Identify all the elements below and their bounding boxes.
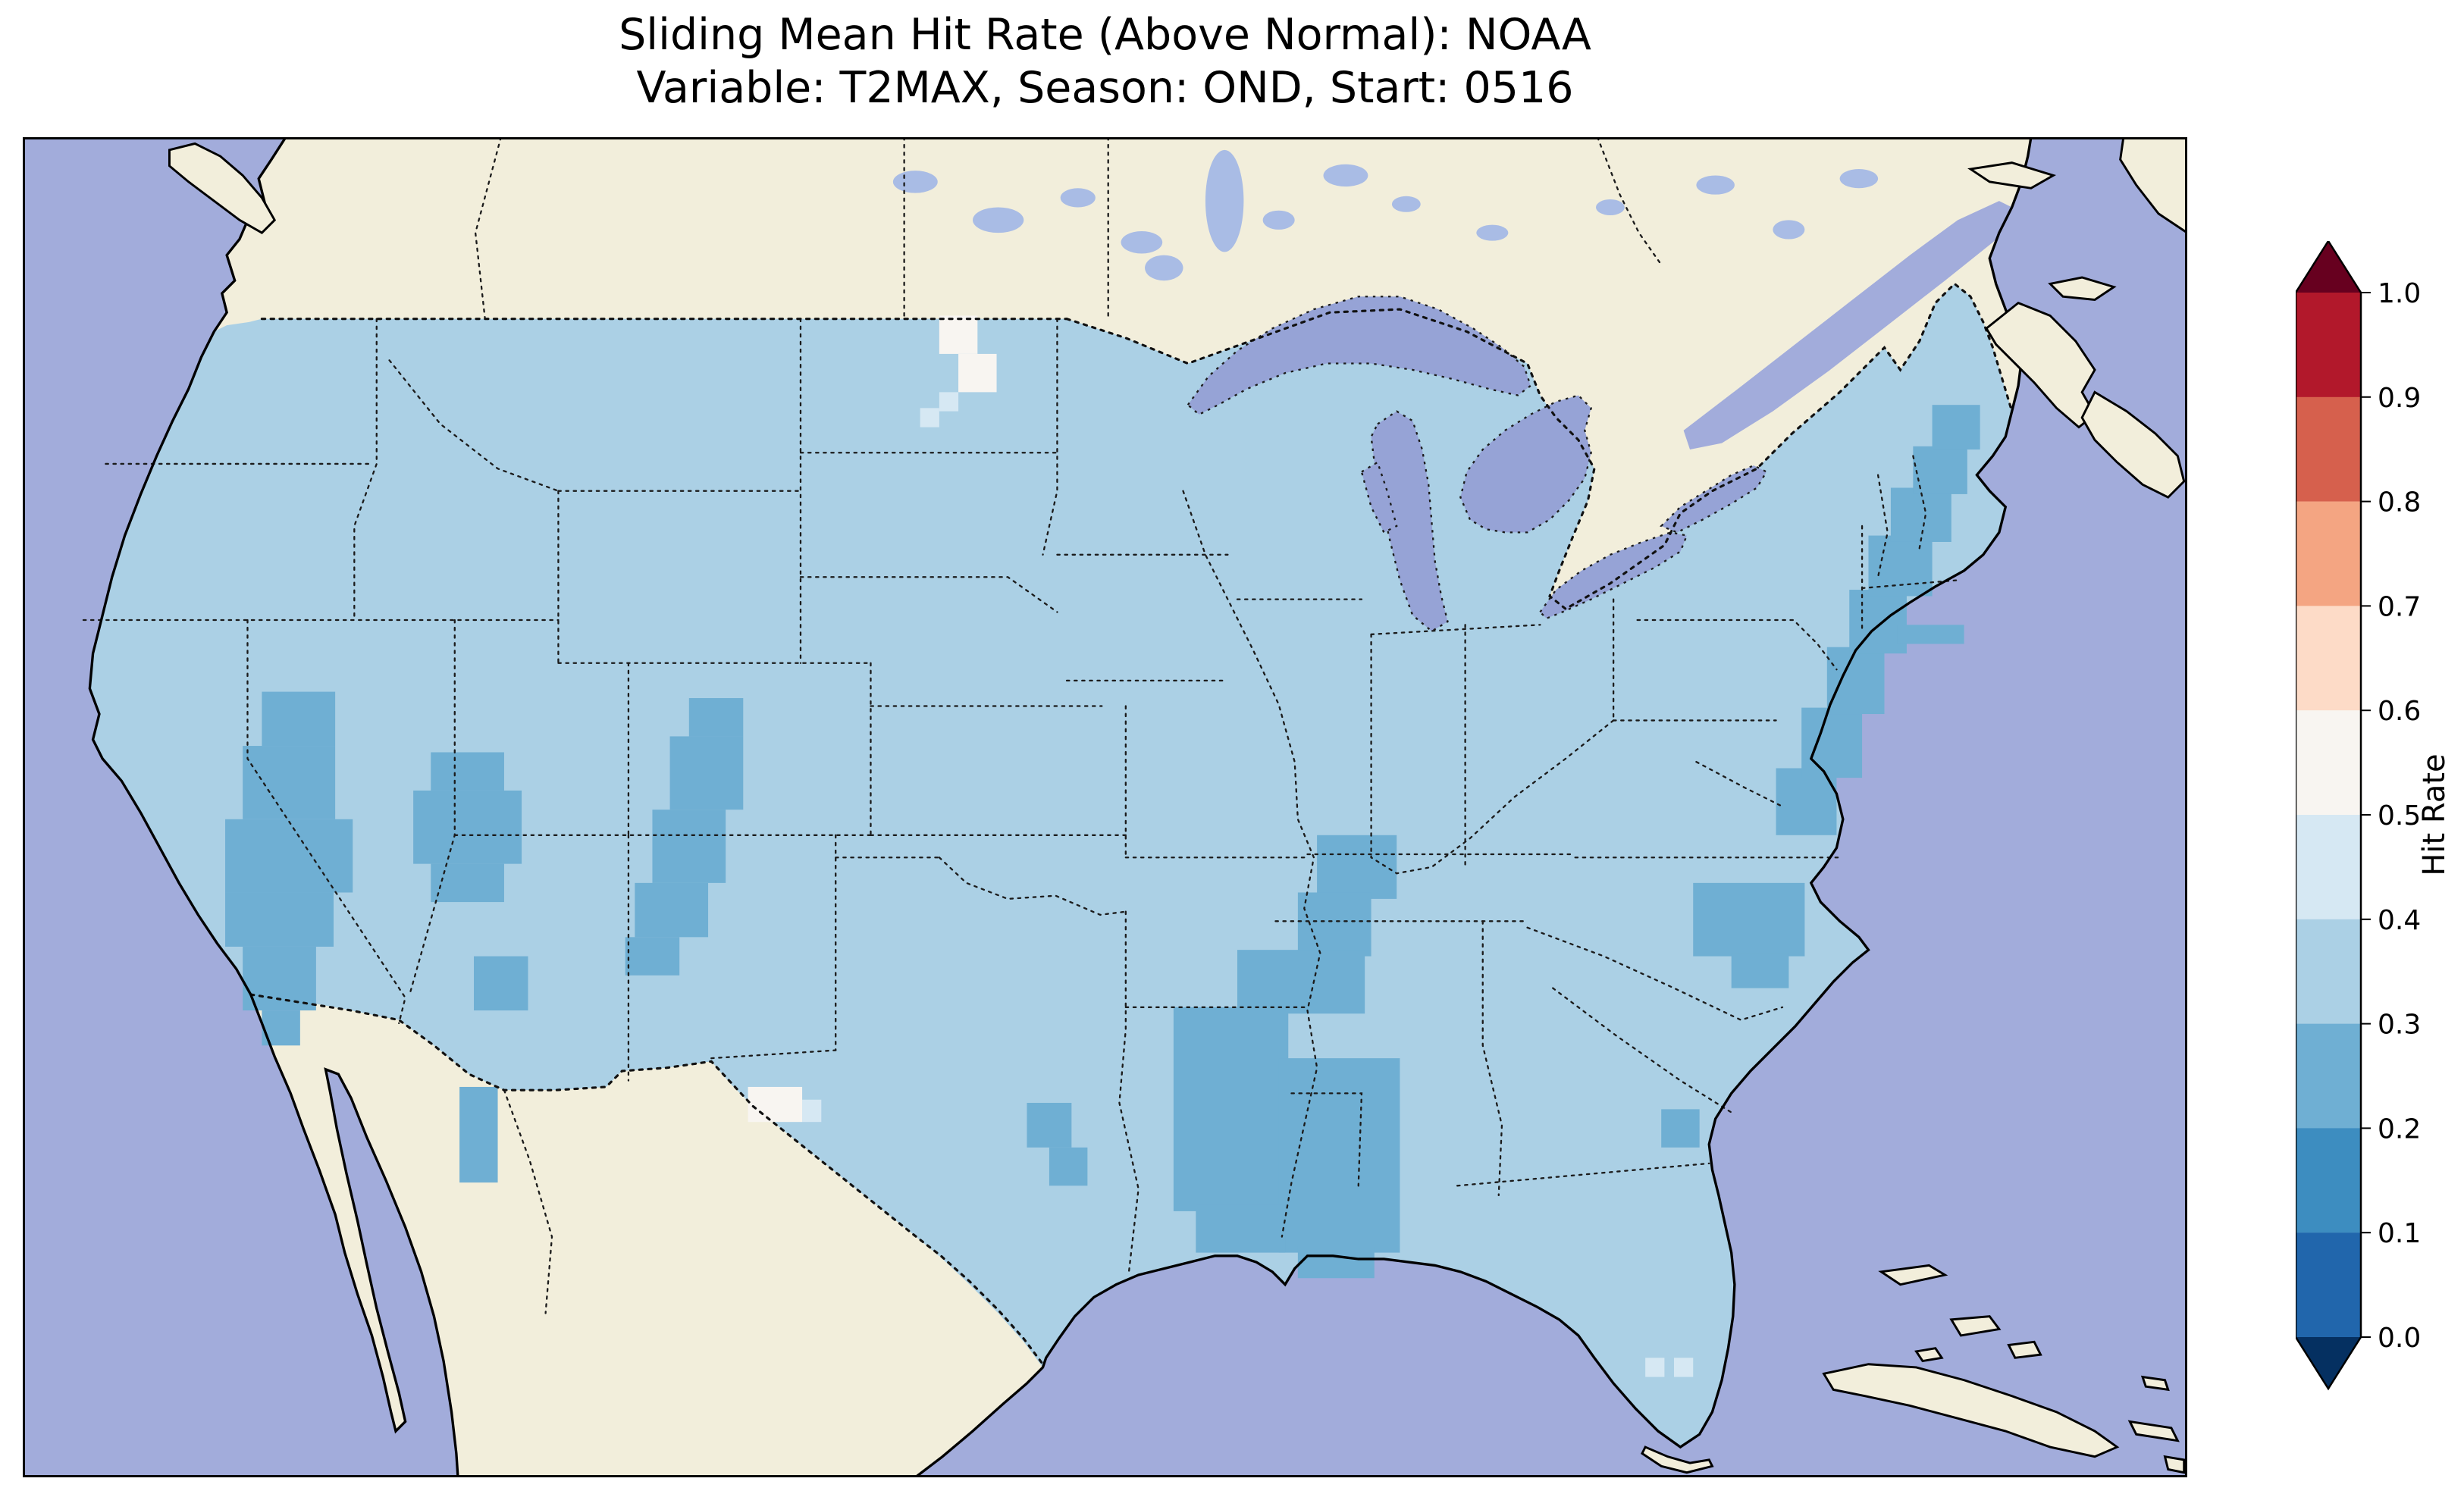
- figure-title-line-1: Sliding Mean Hit Rate (Above Normal): NO…: [619, 10, 1591, 60]
- florida-keys: [1641, 1445, 1714, 1474]
- caribbean-island-1: [2127, 1420, 2180, 1442]
- green-bay: [1360, 461, 1398, 534]
- international-borders: [249, 282, 2014, 1366]
- colorbar-extend-max-arrow: [2296, 241, 2361, 293]
- anticosti-island: [1967, 161, 2057, 189]
- colorbar-axis-label: Hit Rate: [2417, 753, 2452, 875]
- colorbar-tick-label: 0.8: [2378, 487, 2421, 518]
- prince-edward-island: [2048, 276, 2117, 301]
- map-figure: [23, 136, 2189, 1479]
- colorbar-svg: 1.0 0.9 0.8 0.7 0.6 0.5 0.4 0.3 0.2 0.1 …: [2294, 239, 2452, 1391]
- canada-us-border-lakes: [1065, 282, 2014, 611]
- colorbar-tick-label: 0.9: [2378, 383, 2421, 414]
- lake-ontario: [1660, 464, 1768, 534]
- us-hit-rate-region: [89, 283, 2012, 1448]
- hit-rate-patches-02-03: [225, 405, 1980, 1279]
- colorbar: 1.0 0.9 0.8 0.7 0.6 0.5 0.4 0.3 0.2 0.1 …: [2294, 239, 2462, 1424]
- caribbean-island-3: [2140, 1375, 2170, 1392]
- st-lawrence-river: [1683, 201, 2025, 450]
- colorbar-segment: [2296, 1023, 2361, 1129]
- caribbean-island-2: [2163, 1455, 2186, 1474]
- colorbar-tick-label: 0.7: [2378, 591, 2421, 622]
- map-svg: [23, 136, 2189, 1479]
- colorbar-segment: [2296, 293, 2361, 397]
- colorbar-segment: [2296, 815, 2361, 919]
- colorbar-segment: [2296, 1232, 2361, 1338]
- lake-huron: [1459, 394, 1592, 534]
- bahamas-island-3: [2007, 1340, 2042, 1359]
- vancouver-island: [168, 142, 277, 234]
- lake-erie: [1538, 531, 1688, 620]
- colorbar-tick-label: 0.5: [2378, 800, 2421, 832]
- colorbar-tick-label: 0.0: [2378, 1323, 2421, 1354]
- bahamas-island-4: [1914, 1347, 1944, 1363]
- islands: [168, 136, 2189, 1474]
- nova-scotia-landmass: [2080, 390, 2186, 499]
- colorbar-segment: [2296, 919, 2361, 1024]
- state-borders: [82, 136, 1959, 1314]
- colorbar-tick-labels: 1.0 0.9 0.8 0.7 0.6 0.5 0.4 0.3 0.2 0.1 …: [2378, 278, 2421, 1354]
- colorbar-segment: [2296, 501, 2361, 606]
- colorbar-segment: [2296, 1128, 2361, 1233]
- colorbar-extend-min-arrow: [2296, 1337, 2361, 1389]
- figure-title: Sliding Mean Hit Rate (Above Normal): NO…: [23, 9, 2187, 114]
- colorbar-segment: [2296, 396, 2361, 502]
- newfoundland-corner: [2119, 136, 2189, 235]
- colorbar-tick-label: 0.6: [2378, 696, 2421, 727]
- cuba-island: [1822, 1363, 2120, 1458]
- hit-rate-cells-04-05: [802, 392, 1694, 1377]
- mexico-us-border: [249, 993, 1045, 1366]
- bahamas-island-2: [1949, 1315, 2002, 1337]
- colorbar-tick-label: 1.0: [2378, 278, 2421, 309]
- map-frame: [23, 136, 2187, 1477]
- hit-rate-cells-05-06: [748, 315, 997, 1123]
- colorbar-tick-label: 0.3: [2378, 1010, 2421, 1041]
- colorbar-segment: [2296, 710, 2361, 816]
- colorbar-tick-label: 0.4: [2378, 905, 2421, 936]
- lake-superior: [1187, 296, 1532, 416]
- colorbar-tick-label: 0.2: [2378, 1113, 2421, 1145]
- figure-title-line-2: Variable: T2MAX, Season: OND, Start: 051…: [636, 62, 1574, 113]
- bahamas-island-1: [1878, 1264, 1948, 1286]
- great-lakes: [1187, 296, 1768, 633]
- colorbar-segment: [2296, 606, 2361, 711]
- colorbar-tick-label: 0.1: [2378, 1218, 2421, 1249]
- colorbar-ticks: [2361, 292, 2371, 1338]
